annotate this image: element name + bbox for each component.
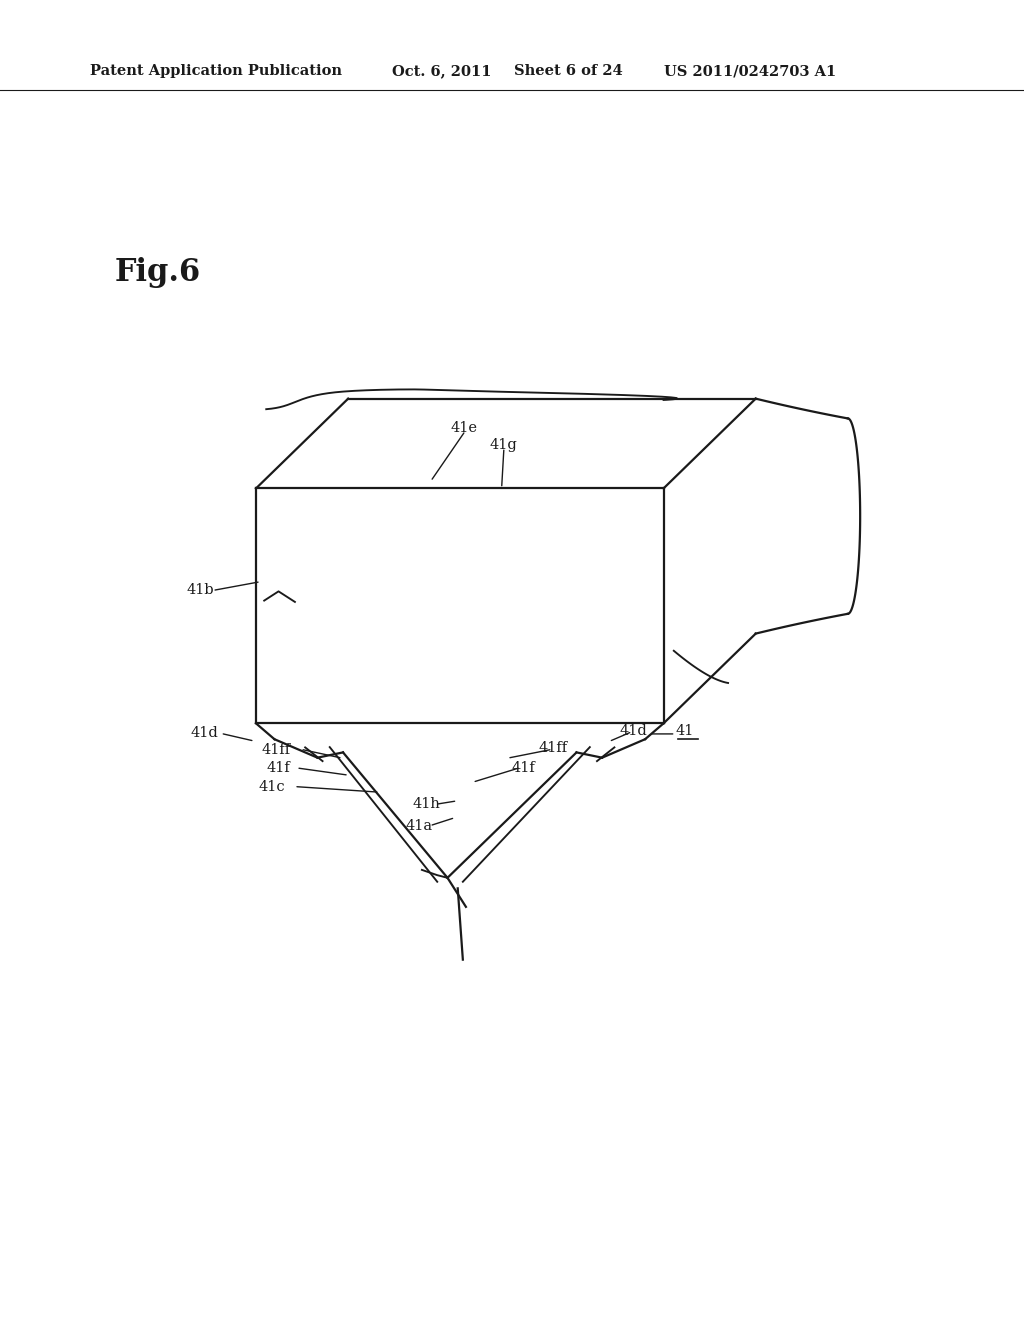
Text: Patent Application Publication: Patent Application Publication <box>90 65 342 78</box>
Text: Oct. 6, 2011: Oct. 6, 2011 <box>392 65 492 78</box>
Text: 41h: 41h <box>412 797 440 810</box>
Text: US 2011/0242703 A1: US 2011/0242703 A1 <box>664 65 836 78</box>
Text: 41c: 41c <box>258 780 285 793</box>
Text: 41ff: 41ff <box>262 743 291 756</box>
Text: 41: 41 <box>676 725 694 738</box>
Text: 41g: 41g <box>489 438 518 451</box>
Text: Fig.6: Fig.6 <box>115 257 201 288</box>
Text: 41d: 41d <box>190 726 219 739</box>
Text: 41b: 41b <box>187 583 214 597</box>
Text: Sheet 6 of 24: Sheet 6 of 24 <box>514 65 623 78</box>
Text: 41d: 41d <box>620 725 648 738</box>
Text: 41a: 41a <box>406 820 432 833</box>
Text: 41ff: 41ff <box>539 742 567 755</box>
Text: 41e: 41e <box>451 421 477 434</box>
Text: 41f: 41f <box>266 762 291 775</box>
Text: 41f: 41f <box>511 762 536 775</box>
